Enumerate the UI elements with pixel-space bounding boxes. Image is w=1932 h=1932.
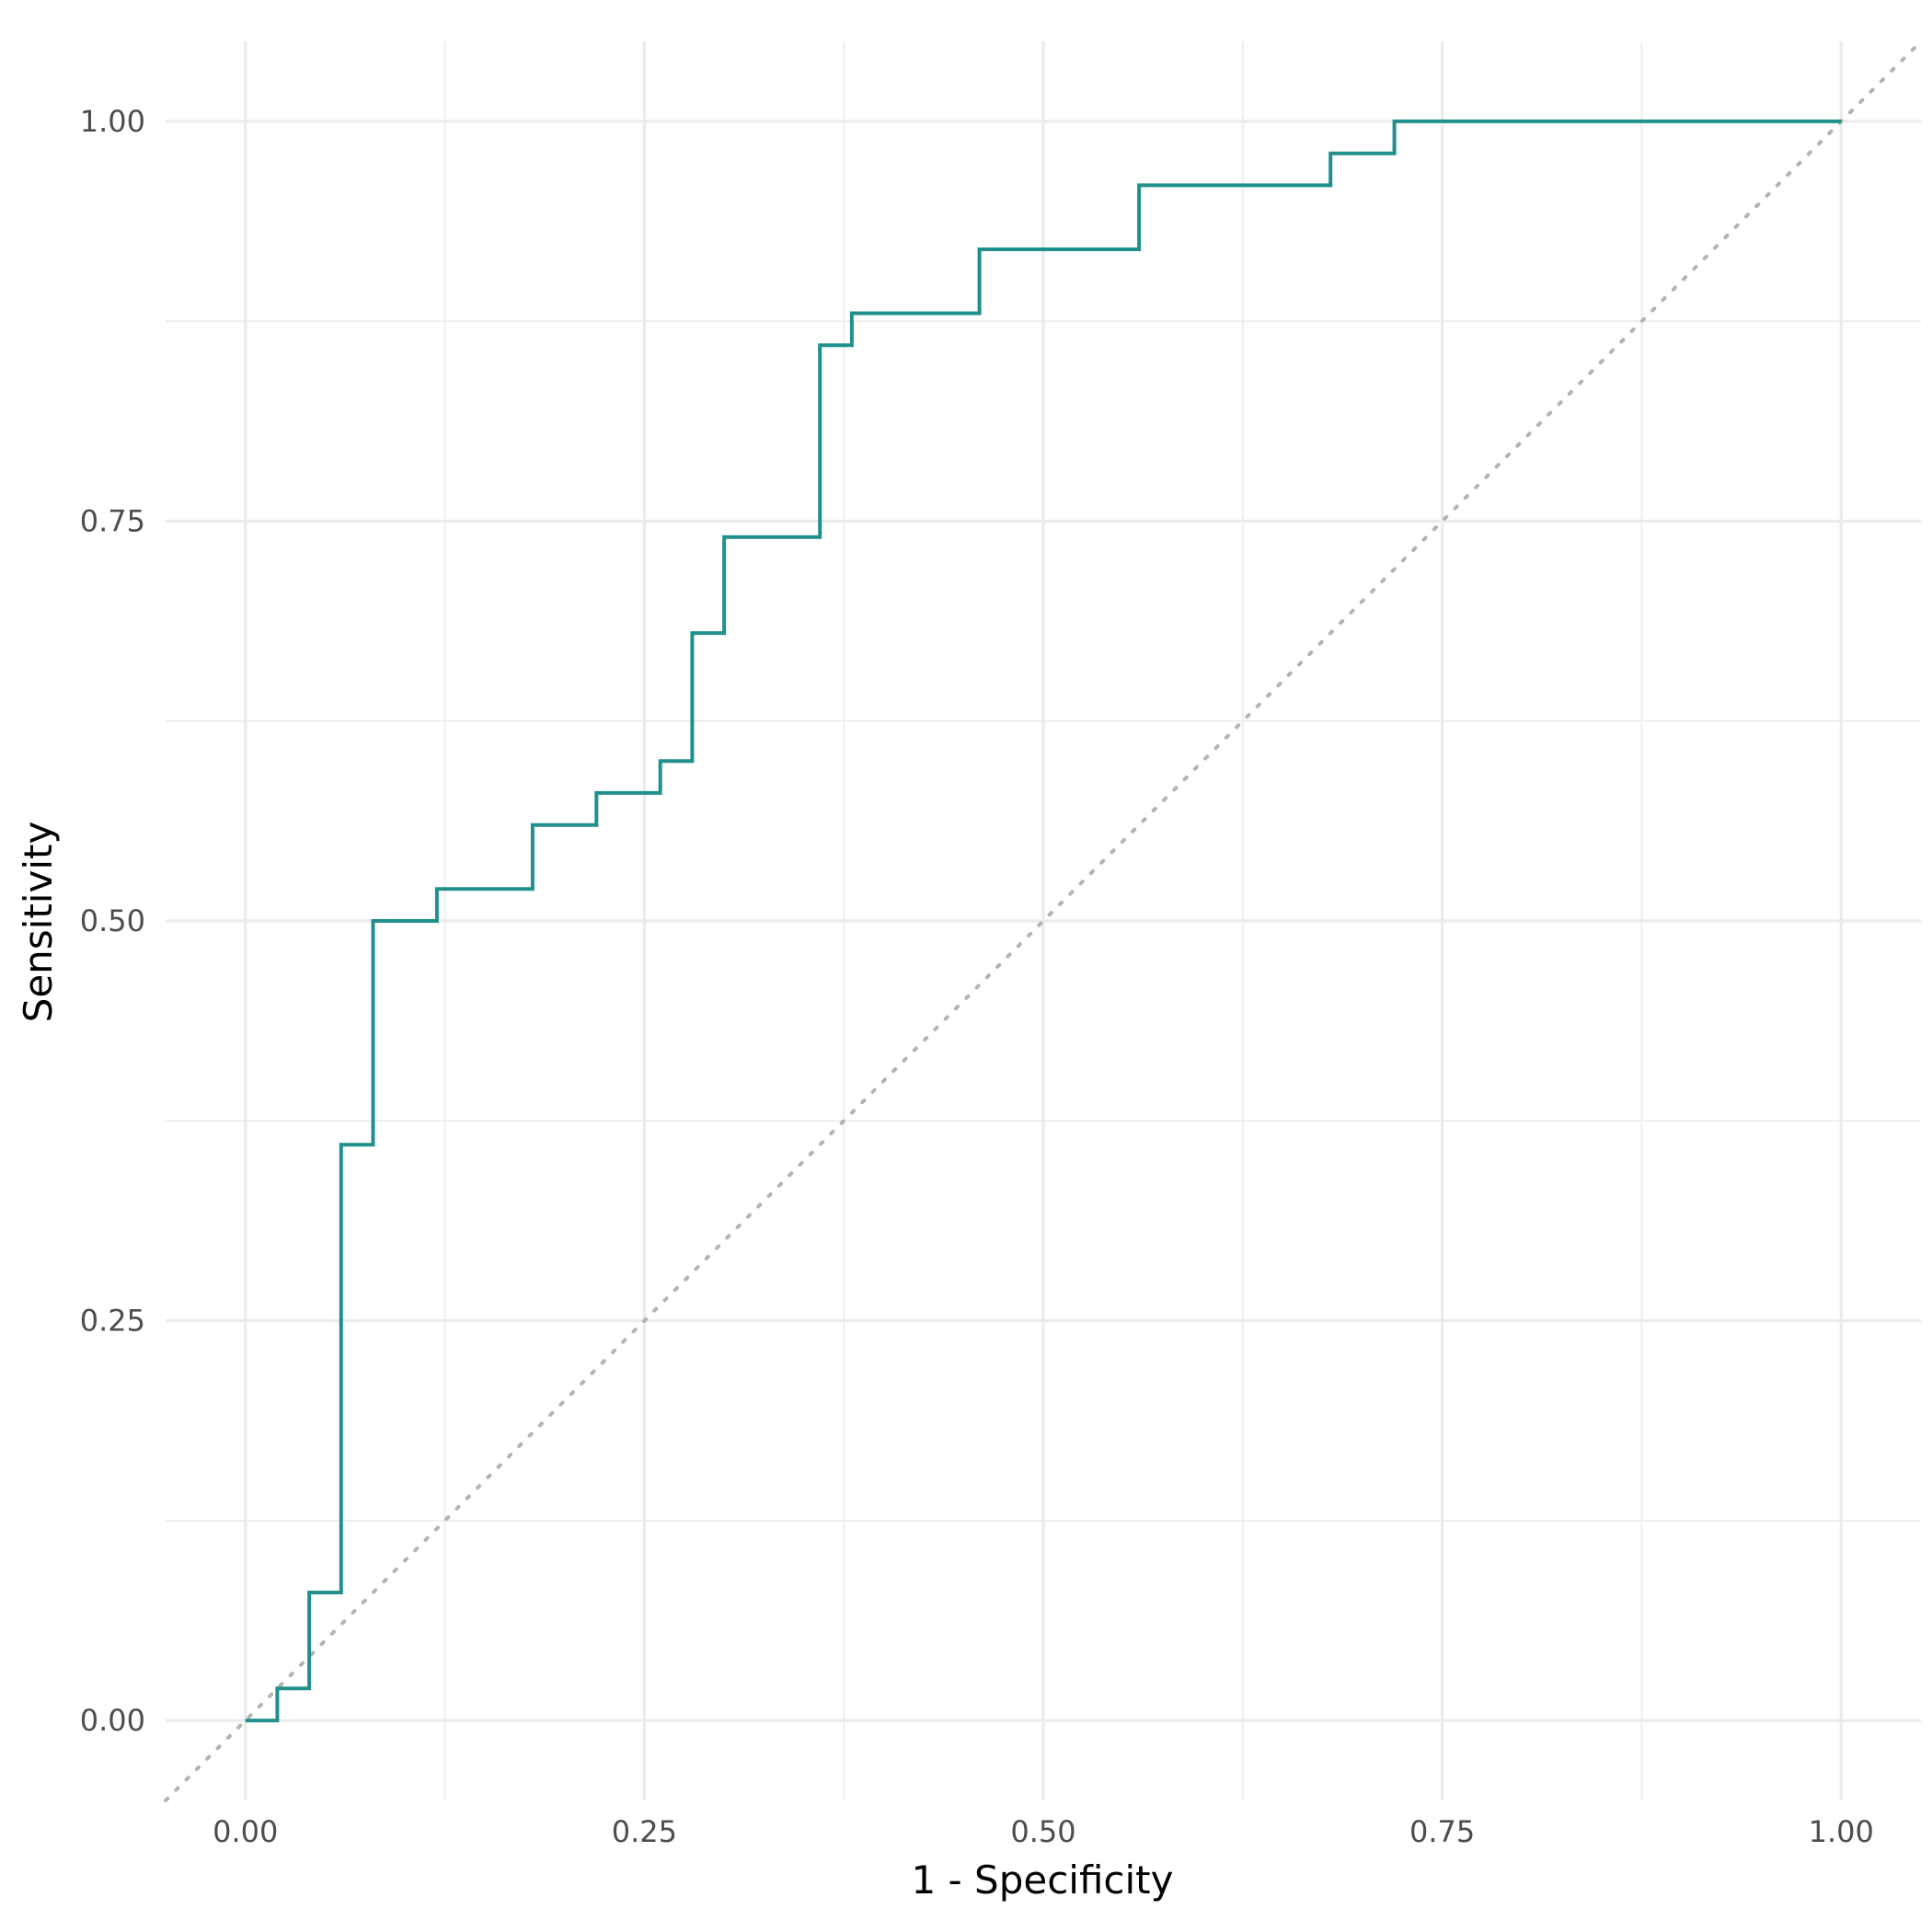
series-layer [245, 119, 1842, 1723]
reference-diagonal-line [164, 40, 1923, 1802]
y-tick-label: 0.25 [80, 1304, 145, 1339]
roc-curve [245, 119, 1842, 1723]
x-tick-label: 1.00 [1809, 1814, 1874, 1849]
x-tick-label: 0.25 [612, 1814, 677, 1849]
y-axis-title: Sensitivity [16, 822, 61, 1023]
x-tick-label: 0.75 [1409, 1814, 1475, 1849]
y-tick-label: 0.00 [80, 1703, 145, 1738]
y-tick-label: 0.75 [80, 503, 145, 538]
y-tick-label: 1.00 [80, 104, 145, 139]
grid [166, 41, 1921, 1800]
y-tick-label: 0.50 [80, 903, 145, 938]
x-tick-label: 0.50 [1010, 1814, 1075, 1849]
x-axis-title: 1 - Specificity [911, 1857, 1173, 1903]
x-tick-label: 0.00 [213, 1814, 278, 1849]
y-axis-ticks: 0.00 0.25 0.50 0.75 1.00 [80, 104, 145, 1738]
x-axis-ticks: 0.00 0.25 0.50 0.75 1.00 [213, 1814, 1874, 1849]
reference-diagonal [164, 40, 1923, 1802]
